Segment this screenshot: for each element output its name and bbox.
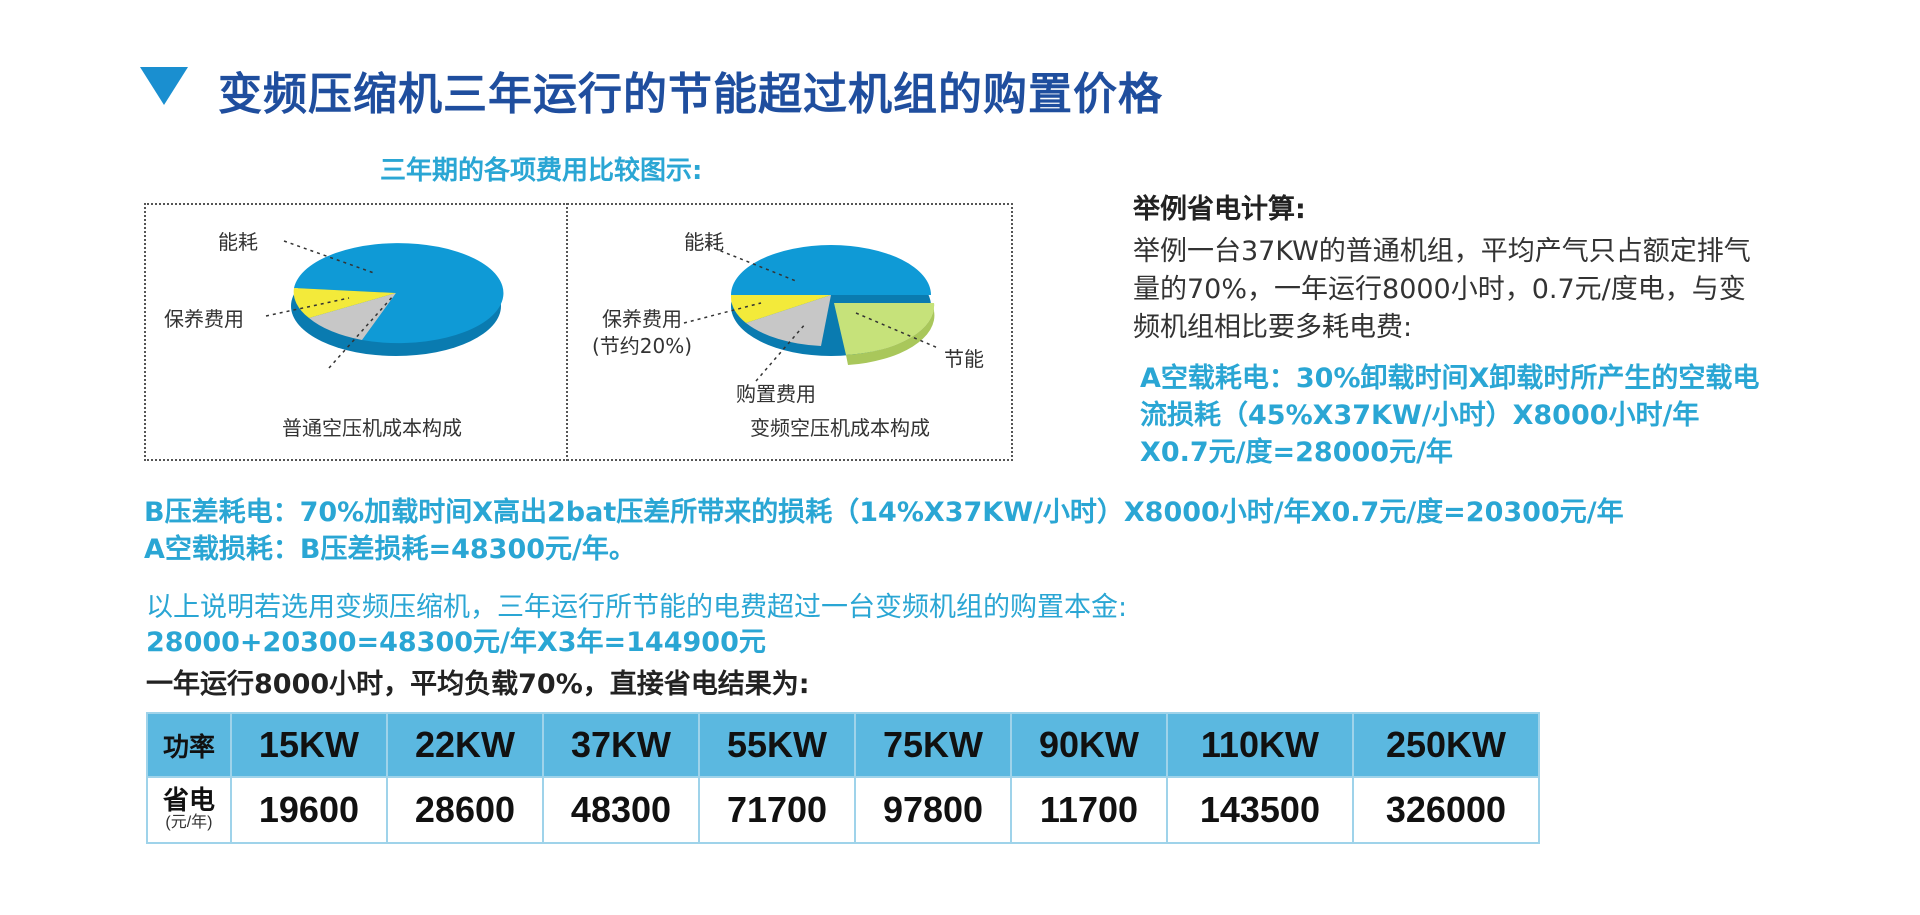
right-maintenance-label: 保养费用 — [602, 307, 682, 331]
left-pie-energy-slice — [294, 243, 504, 344]
right-maintenance-note: (节约20%) — [592, 334, 693, 358]
left-gray-leader — [328, 294, 395, 369]
right-pie-saving-depth — [846, 303, 935, 365]
right-chart-caption: 变频空压机成本构成 — [750, 416, 930, 440]
savings-unit-label: (元/年) — [165, 814, 213, 831]
example-heading: 举例省电计算: — [1133, 194, 1306, 225]
power-cell: 75KW — [853, 712, 1013, 778]
left-maintenance-label: 保养费用 — [164, 307, 244, 331]
a-b-total: A空载损耗：B压差损耗=48300元/年。 — [144, 534, 636, 565]
savings-header-label: 省电 — [162, 785, 215, 815]
right-purchase-label: 购置费用 — [736, 382, 816, 406]
left-pie-gray-slice — [309, 293, 396, 340]
left-maintenance-leader — [265, 297, 350, 317]
savings-header-cell: 省电 (元/年) — [146, 776, 232, 844]
right-purchase-leader — [755, 322, 807, 382]
left-pie-maintenance-slice — [293, 288, 396, 318]
right-pie-purchase-slice — [746, 295, 831, 346]
example-paragraph: 举例一台37KW的普通机组，平均产气只占额定排气量的70%，一年运行8000小时… — [1133, 236, 1751, 343]
chart-frame — [144, 203, 1013, 461]
right-saving-leader — [855, 312, 939, 349]
right-pie-saving-slice — [834, 303, 935, 355]
page-title: 变频压缩机三年运行的节能超过机组的购置价格 — [218, 69, 1163, 120]
savings-cell: 71700 — [697, 776, 857, 844]
savings-table: 功率 15KW 22KW 37KW 55KW 75KW 90KW 110KW 2… — [146, 712, 1541, 844]
chart-divider — [566, 203, 568, 461]
savings-cell: 28600 — [385, 776, 544, 844]
savings-row: 省电 (元/年) 19600 28600 48300 71700 97800 1… — [146, 776, 1541, 844]
savings-cell: 326000 — [1351, 776, 1541, 844]
power-cell: 55KW — [697, 712, 857, 778]
summary-line-2: 28000+20300=48300元/年X3年=144900元 — [146, 627, 766, 658]
savings-cell: 19600 — [229, 776, 388, 844]
power-cell: 22KW — [385, 712, 544, 778]
right-saving-label: 节能 — [944, 347, 984, 371]
power-row: 功率 15KW 22KW 37KW 55KW 75KW 90KW 110KW 2… — [146, 712, 1541, 778]
power-header-cell: 功率 — [146, 712, 232, 778]
right-energy-leader — [700, 242, 797, 282]
right-pie-chart — [683, 242, 939, 382]
savings-cell: 143500 — [1165, 776, 1354, 844]
summary-line-1: 以上说明若选用变频压缩机，三年运行所节能的电费超过一台变频机组的购置本金: — [146, 592, 1128, 623]
chart-section-title: 三年期的各项费用比较图示: — [380, 156, 703, 186]
left-energy-leader — [283, 240, 375, 274]
savings-cell: 11700 — [1010, 776, 1168, 844]
b-calculation: B压差耗电：70%加载时间X高出2bat压差所带来的损耗（14%X37KW/小时… — [144, 497, 1624, 528]
left-energy-label: 能耗 — [218, 230, 258, 254]
run-condition: 一年运行8000小时，平均负载70%，直接省电结果为: — [146, 669, 810, 700]
a-calculation: A空载耗电：30%卸载时间X卸载时所产生的空载电流损耗（45%X37KW/小时）… — [1140, 363, 1760, 468]
power-cell: 90KW — [1010, 712, 1168, 778]
savings-cell: 48300 — [541, 776, 700, 844]
left-pie-chart — [265, 240, 504, 369]
right-pie-energy-slice — [731, 245, 931, 295]
power-cell: 250KW — [1351, 712, 1541, 778]
savings-cell: 97800 — [853, 776, 1013, 844]
right-pie-maintenance-slice — [730, 295, 831, 323]
power-cell: 15KW — [229, 712, 388, 778]
power-cell: 110KW — [1165, 712, 1354, 778]
power-cell: 37KW — [541, 712, 700, 778]
left-chart-caption: 普通空压机成本构成 — [282, 416, 462, 440]
right-energy-label: 能耗 — [684, 230, 724, 254]
title-triangle-icon — [140, 67, 188, 105]
